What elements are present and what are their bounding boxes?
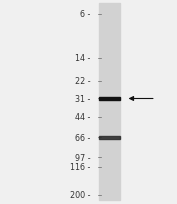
Text: 116 -: 116 - <box>70 162 90 171</box>
Text: 200 -: 200 - <box>70 190 90 199</box>
Text: 22 -: 22 - <box>75 77 90 86</box>
Text: 14 -: 14 - <box>75 54 90 63</box>
Text: 44 -: 44 - <box>75 112 90 121</box>
Text: 66 -: 66 - <box>75 133 90 142</box>
Text: 97 -: 97 - <box>75 153 90 162</box>
Text: 6 -: 6 - <box>80 10 90 19</box>
Bar <box>99 4 120 200</box>
Bar <box>99 97 120 101</box>
Text: 31 -: 31 - <box>75 94 90 103</box>
Bar <box>99 136 120 139</box>
